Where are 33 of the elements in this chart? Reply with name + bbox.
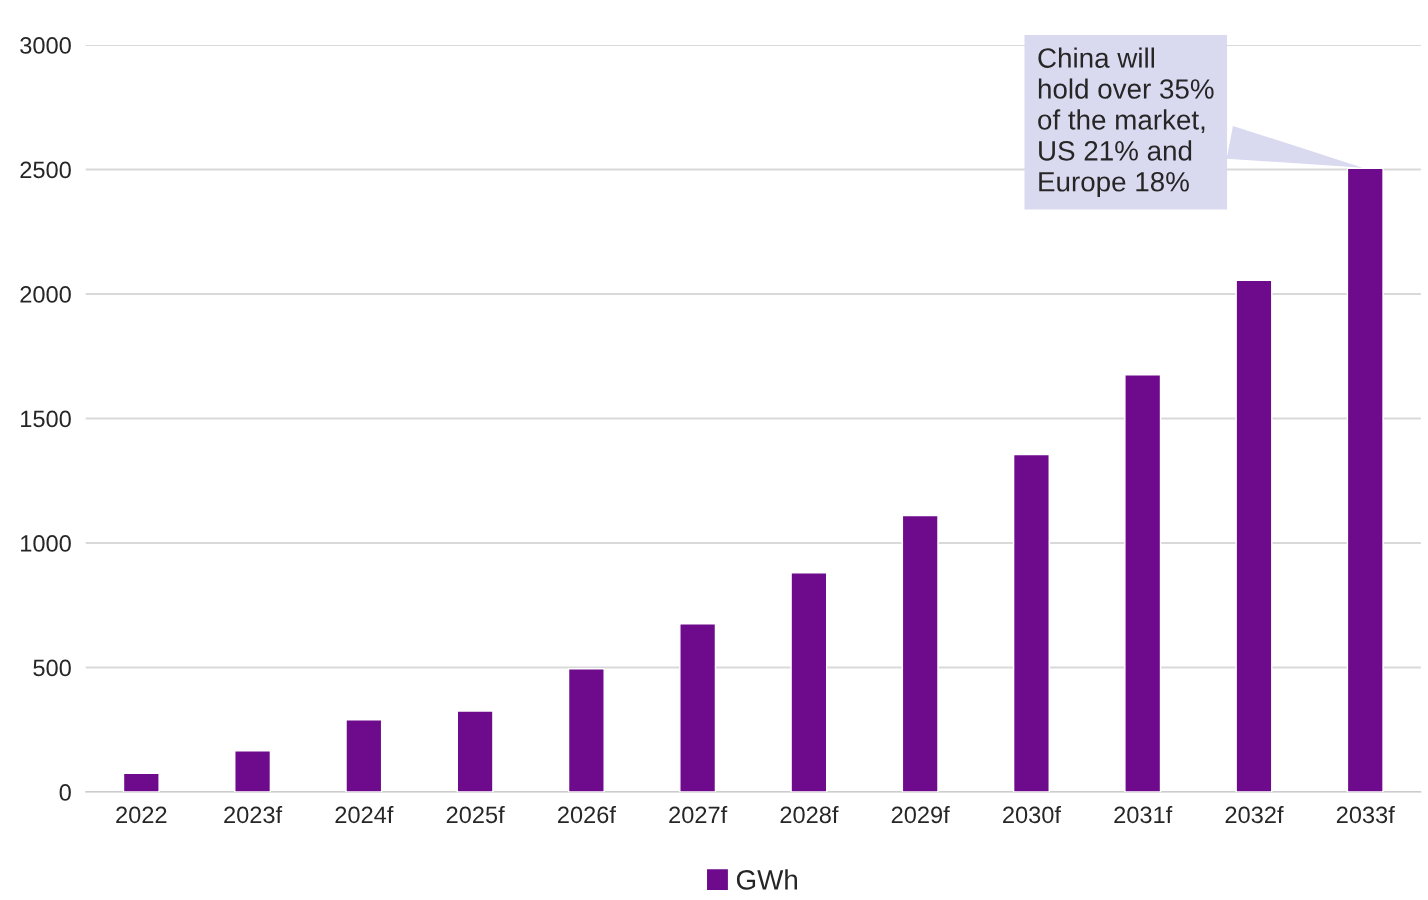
y-tick-label: 2000 bbox=[20, 286, 71, 303]
bar bbox=[901, 514, 939, 792]
y-tick-label: 2500 bbox=[20, 161, 71, 179]
x-tick-label: 2028f bbox=[780, 805, 839, 824]
bar bbox=[122, 772, 160, 792]
bar bbox=[1235, 279, 1273, 792]
x-tick-label: 2032f bbox=[1225, 805, 1284, 824]
x-tick-label: 2033f bbox=[1336, 805, 1395, 824]
x-tick-label: 2027f bbox=[669, 805, 728, 824]
bar bbox=[1012, 453, 1050, 792]
y-tick-label: 3000 bbox=[20, 37, 71, 54]
bar bbox=[1124, 374, 1162, 792]
x-tick-label: 2029f bbox=[891, 805, 950, 824]
bar bbox=[679, 623, 717, 792]
annotation: China will hold over 35% of the market, US 21% and Europe 18% bbox=[1038, 47, 1214, 198]
y-tick-label: 1000 bbox=[21, 535, 71, 552]
x-tick-label: 2030f bbox=[1003, 805, 1062, 824]
x-tick-label: 2026f bbox=[558, 805, 616, 824]
legend-label: GWh bbox=[736, 869, 797, 890]
x-tick-label: 2022 bbox=[116, 806, 167, 824]
bar bbox=[456, 710, 494, 792]
y-tick-label: 1500 bbox=[21, 410, 71, 428]
x-tick-label: 2023f bbox=[224, 805, 283, 824]
x-tick-label: 2025f bbox=[446, 805, 505, 824]
y-tick-label: 500 bbox=[33, 659, 71, 677]
x-tick-label: 2031f bbox=[1114, 805, 1173, 824]
bar bbox=[567, 668, 605, 792]
bar bbox=[234, 750, 272, 792]
bar bbox=[345, 719, 383, 792]
x-tick-label: 2024f bbox=[335, 805, 394, 824]
y-tick-label: 0 bbox=[59, 784, 71, 801]
bar bbox=[1346, 167, 1384, 792]
bar bbox=[790, 572, 828, 792]
